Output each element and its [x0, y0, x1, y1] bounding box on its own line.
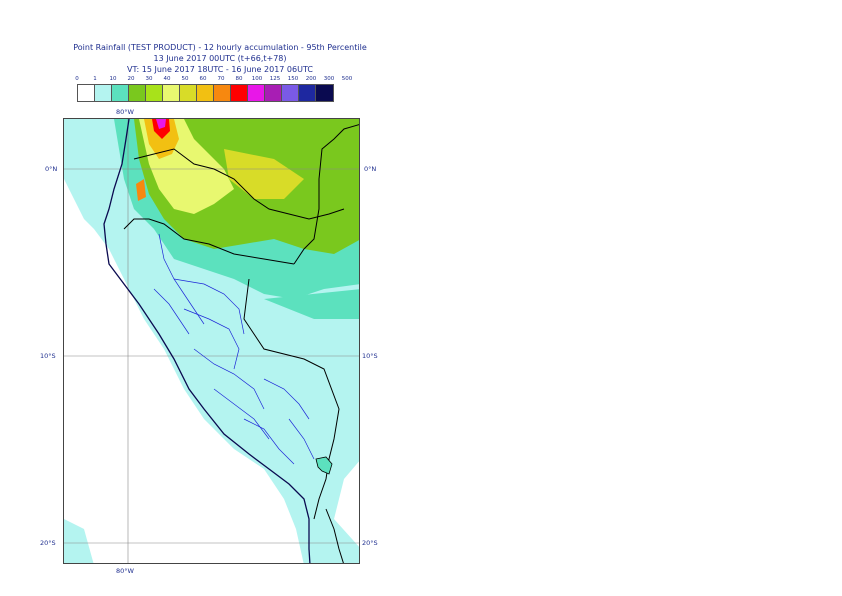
lat-label-left-0n: 0°N — [45, 165, 58, 173]
lat-label-right-0n: 0°N — [364, 165, 377, 173]
border-colombia-ecuador — [133, 148, 345, 220]
legend-label: 10 — [109, 76, 117, 82]
legend-swatch — [265, 85, 282, 101]
lat-label-left-20s: 20°S — [40, 539, 56, 547]
lat-label-right-20s: 20°S — [362, 539, 378, 547]
legend-swatch — [316, 85, 333, 101]
legend-color-bar — [77, 84, 334, 102]
legend-label: 125 — [269, 76, 281, 82]
legend-swatch — [78, 85, 95, 101]
chart-title: Point Rainfall (TEST PRODUCT) - 12 hourl… — [40, 42, 400, 75]
rainfall-map — [64, 119, 359, 563]
legend-swatch — [146, 85, 163, 101]
regional-boundaries — [153, 233, 315, 465]
legend-swatch — [299, 85, 316, 101]
lake-titicaca — [315, 456, 333, 475]
legend-swatch — [163, 85, 180, 101]
legend-swatch — [112, 85, 129, 101]
legend-label: 100 — [251, 76, 263, 82]
rain-field-magenta — [156, 119, 166, 129]
map-panel — [63, 118, 360, 564]
coastline — [103, 119, 311, 563]
border-chile — [325, 508, 344, 563]
border-peru-brazil — [293, 124, 359, 265]
rain-field-light-south — [64, 519, 94, 563]
legend-label: 40 — [163, 76, 171, 82]
legend-swatch — [248, 85, 265, 101]
rain-field-yellow-2 — [224, 149, 304, 199]
legend-label: 200 — [305, 76, 317, 82]
legend-swatch — [95, 85, 112, 101]
border-ecuador-peru — [123, 218, 295, 265]
legend-label: 70 — [217, 76, 225, 82]
legend-label: 60 — [199, 76, 207, 82]
legend-label: 80 — [235, 76, 243, 82]
lat-label-left-10s: 10°S — [40, 352, 56, 360]
legend-swatch — [197, 85, 214, 101]
legend-label: 500 — [341, 76, 353, 82]
legend-label: 50 — [181, 76, 189, 82]
rain-field-medium-e — [264, 289, 359, 319]
title-line-1: Point Rainfall (TEST PRODUCT) - 12 hourl… — [73, 43, 367, 52]
color-legend: 0 1 10 20 30 40 50 60 70 80 100 125 150 200 300 500 — [75, 76, 352, 102]
legend-label: 300 — [323, 76, 335, 82]
legend-label: 20 — [127, 76, 135, 82]
legend-label: 0 — [75, 76, 79, 82]
legend-labels: 0 1 10 20 30 40 50 60 70 80 100 125 150 200 300 500 — [75, 76, 352, 86]
lon-label-top: 80°W — [116, 108, 134, 116]
legend-label: 150 — [287, 76, 299, 82]
border-peru-bolivia — [243, 278, 340, 520]
legend-swatch — [180, 85, 197, 101]
legend-swatch — [282, 85, 299, 101]
legend-swatch — [214, 85, 231, 101]
legend-swatch — [129, 85, 146, 101]
legend-label: 30 — [145, 76, 153, 82]
lat-label-right-10s: 10°S — [362, 352, 378, 360]
rain-field-red — [152, 119, 170, 139]
rain-field-orange — [144, 119, 179, 159]
title-line-3: VT: 15 June 2017 18UTC - 16 June 2017 06… — [127, 65, 313, 74]
lon-label-bottom: 80°W — [116, 567, 134, 575]
rain-field-orange-2 — [136, 179, 146, 201]
legend-label: 1 — [93, 76, 97, 82]
legend-swatch — [231, 85, 248, 101]
title-line-2: 13 June 2017 00UTC (t+66,t+78) — [153, 54, 287, 63]
